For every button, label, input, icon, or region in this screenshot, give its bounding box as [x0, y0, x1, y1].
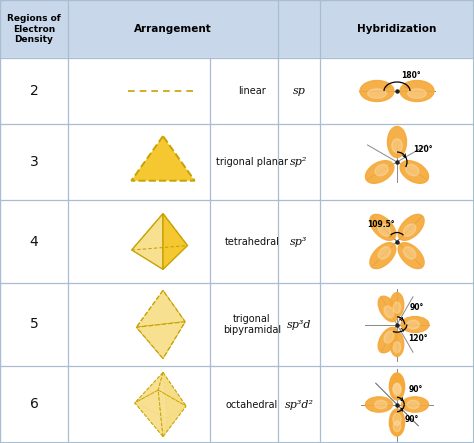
Text: 90°: 90° [410, 303, 424, 312]
Ellipse shape [407, 400, 419, 409]
Polygon shape [137, 291, 185, 327]
Ellipse shape [375, 164, 388, 176]
Bar [0, 0, 474, 58]
Ellipse shape [388, 127, 407, 158]
Polygon shape [135, 403, 168, 436]
Text: 120°: 120° [413, 145, 432, 154]
Ellipse shape [393, 302, 401, 313]
Ellipse shape [406, 164, 419, 176]
Text: 3: 3 [29, 155, 38, 169]
Ellipse shape [393, 413, 401, 425]
Polygon shape [158, 390, 186, 436]
Text: sp³d²: sp³d² [284, 400, 313, 409]
Ellipse shape [390, 292, 404, 317]
Ellipse shape [390, 411, 404, 435]
Polygon shape [132, 214, 188, 250]
Text: sp³d: sp³d [287, 319, 311, 330]
Text: 5: 5 [29, 318, 38, 331]
Bar [0, 200, 474, 283]
Polygon shape [132, 214, 163, 269]
Ellipse shape [389, 409, 405, 436]
Ellipse shape [393, 342, 401, 353]
Text: 90°: 90° [409, 385, 423, 394]
Polygon shape [163, 214, 188, 269]
Ellipse shape [398, 243, 424, 268]
Text: trigonal planar: trigonal planar [216, 157, 288, 167]
Text: sp²: sp² [290, 157, 308, 167]
Ellipse shape [403, 247, 416, 259]
Polygon shape [137, 322, 185, 358]
Ellipse shape [378, 224, 391, 236]
Ellipse shape [370, 214, 396, 241]
Ellipse shape [407, 320, 419, 329]
Text: 120°: 120° [408, 334, 427, 343]
Text: Regions of
Electron
Density: Regions of Electron Density [7, 14, 61, 44]
Text: 2: 2 [29, 84, 38, 98]
Ellipse shape [384, 331, 394, 343]
Bar [0, 58, 474, 124]
Ellipse shape [378, 296, 398, 322]
Text: trigonal
bipyramidal: trigonal bipyramidal [223, 314, 281, 335]
Text: Arrangement: Arrangement [134, 24, 212, 34]
Ellipse shape [393, 383, 401, 394]
Text: 109.5°: 109.5° [367, 219, 394, 229]
Bar [0, 283, 474, 366]
Ellipse shape [400, 161, 428, 183]
Ellipse shape [400, 81, 434, 101]
Bar [0, 124, 474, 200]
Text: octahedral: octahedral [226, 400, 278, 409]
Ellipse shape [390, 373, 404, 398]
Ellipse shape [392, 139, 402, 153]
Ellipse shape [398, 214, 424, 241]
Text: tetrahedral: tetrahedral [225, 237, 280, 246]
Ellipse shape [360, 81, 394, 101]
Ellipse shape [368, 89, 386, 98]
Bar [0, 366, 474, 443]
Ellipse shape [403, 224, 416, 236]
Text: sp: sp [292, 86, 305, 96]
Polygon shape [131, 136, 195, 181]
Text: sp³: sp³ [290, 237, 308, 246]
Ellipse shape [370, 243, 396, 268]
Ellipse shape [393, 384, 401, 396]
Polygon shape [135, 373, 163, 403]
Ellipse shape [408, 89, 426, 98]
Ellipse shape [390, 332, 404, 357]
Text: 6: 6 [29, 397, 38, 412]
Ellipse shape [401, 317, 429, 332]
Ellipse shape [393, 421, 401, 432]
Ellipse shape [401, 397, 428, 412]
Text: 180°: 180° [401, 71, 420, 80]
Ellipse shape [365, 161, 394, 183]
Ellipse shape [384, 306, 394, 318]
Ellipse shape [365, 397, 392, 412]
Polygon shape [135, 390, 163, 436]
Ellipse shape [389, 373, 405, 400]
Polygon shape [163, 406, 186, 436]
Text: 4: 4 [29, 234, 38, 249]
Polygon shape [163, 291, 185, 358]
Ellipse shape [375, 400, 387, 409]
Polygon shape [163, 373, 186, 419]
Text: 90°: 90° [404, 416, 419, 424]
Text: Hybridization: Hybridization [357, 24, 437, 34]
Ellipse shape [378, 247, 391, 259]
Ellipse shape [378, 327, 398, 353]
Polygon shape [135, 373, 168, 419]
Text: linear: linear [238, 86, 266, 96]
Polygon shape [158, 373, 186, 406]
Polygon shape [137, 291, 163, 358]
